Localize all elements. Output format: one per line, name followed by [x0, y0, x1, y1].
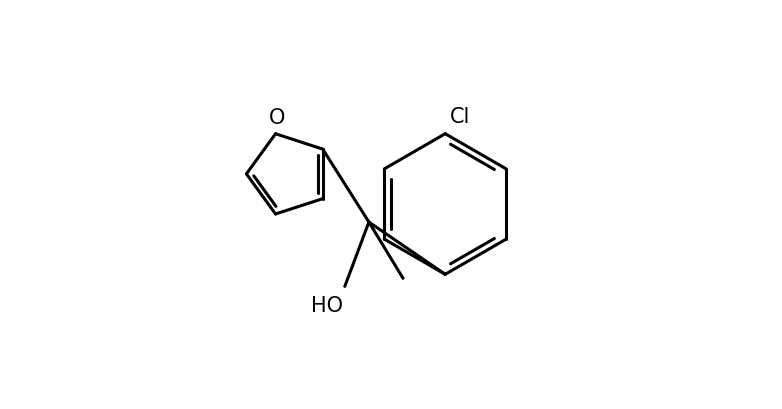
Text: HO: HO	[310, 295, 343, 315]
Text: O: O	[269, 107, 285, 127]
Text: Cl: Cl	[450, 107, 471, 127]
